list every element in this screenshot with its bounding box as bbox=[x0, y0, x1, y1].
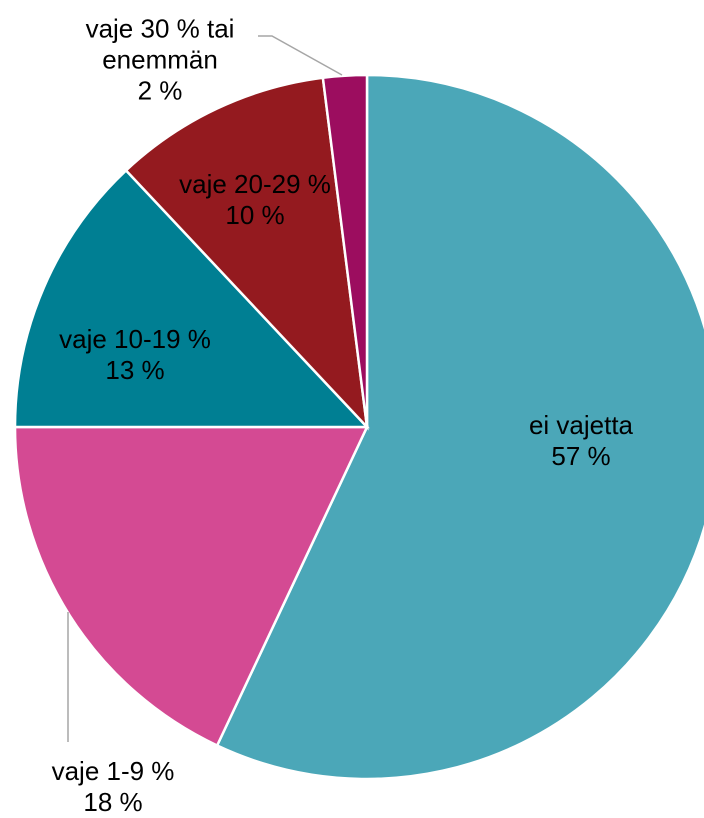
data-label: vaje 10-19 % 13 % bbox=[15, 324, 255, 386]
category-label: vaje 20-29 % bbox=[179, 169, 331, 199]
category-label: ei vajetta bbox=[528, 410, 634, 440]
pie-slice bbox=[321, 73, 369, 428]
data-label: ei vajetta 57 % bbox=[451, 410, 704, 472]
data-label: vaje 20-29 % 10 % bbox=[173, 169, 338, 231]
pie-slice bbox=[124, 76, 369, 431]
pie-slice bbox=[215, 73, 704, 781]
data-label: vaje 1-9 % 18 % bbox=[3, 756, 223, 818]
data-label: vaje 30 % tai enemmän 2 % bbox=[60, 14, 260, 107]
value-label: 57 % bbox=[551, 441, 611, 471]
category-label: vaje 10-19 % bbox=[59, 324, 211, 354]
leader-line bbox=[258, 35, 343, 76]
value-label: 2 % bbox=[137, 75, 183, 106]
value-label: 10 % bbox=[225, 200, 285, 230]
value-label: 18 % bbox=[83, 787, 143, 817]
category-label: vaje 1-9 % bbox=[51, 756, 175, 786]
category-label: vaje 30 % tai enemmän bbox=[85, 13, 235, 75]
pie-slice bbox=[13, 425, 369, 748]
pie-slice bbox=[13, 168, 370, 429]
value-label: 13 % bbox=[105, 355, 165, 385]
